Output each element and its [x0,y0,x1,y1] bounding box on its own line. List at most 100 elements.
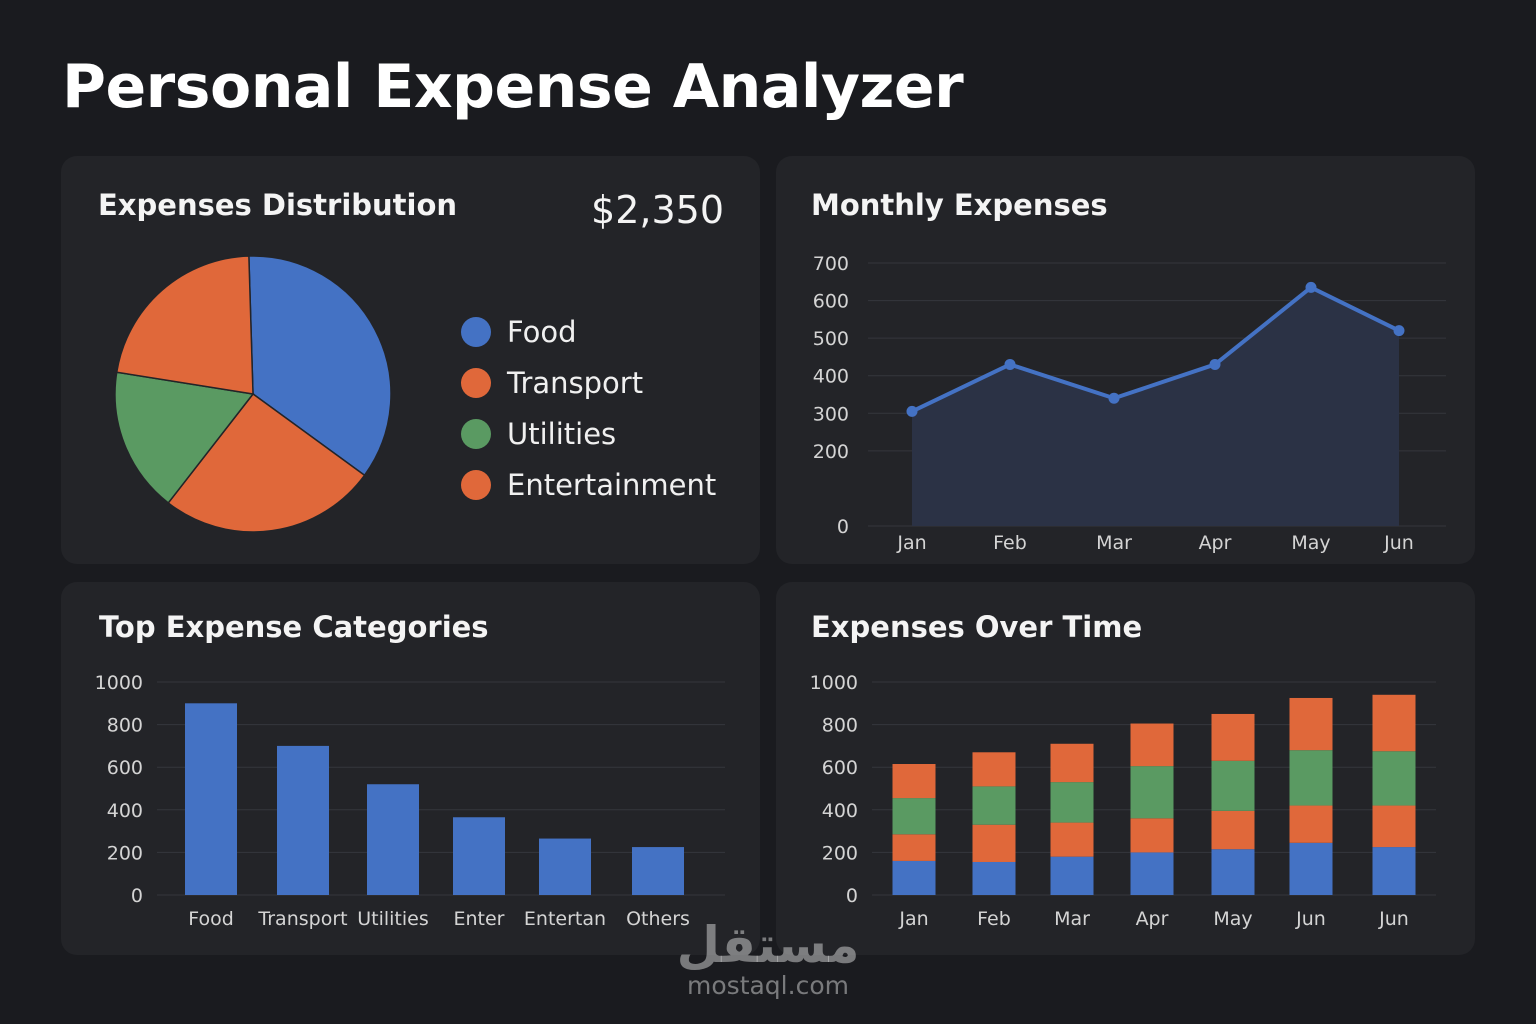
stack-segment [1372,805,1416,848]
y-tick-label: 1000 [810,672,858,694]
x-tick-label: Food [188,908,234,930]
x-tick-label: Enter [454,908,505,930]
pie-chart [114,255,392,533]
page-title: Personal Expense Analyzer [62,52,964,122]
legend-label: Food [507,314,577,349]
x-tick-label: Feb [977,908,1011,930]
x-tick-label: Jan [898,908,928,930]
pie-slice-entertainment [167,392,366,533]
watermark: مستقل mostaql.com [676,918,860,1000]
stack-segment [972,824,1016,862]
stack-segment [1050,856,1094,895]
area-fill [912,287,1399,526]
data-point [1004,358,1016,370]
legend-item-food: Food [461,306,716,357]
y-tick-label: 200 [107,842,143,864]
x-tick-label: Jun [1378,908,1409,930]
legend-label: Entertainment [507,467,717,502]
stack-segment [1211,760,1255,811]
x-tick-label: Mar [1096,532,1132,554]
over-time-card: Expenses Over Time 0 200 400 600 800 1000 Jan F… [776,582,1475,955]
data-point [1305,281,1317,293]
bar-enter [453,817,505,895]
total-amount: $2,350 [591,188,724,232]
y-tick-label: 500 [813,328,849,350]
y-tick-label: 600 [822,757,858,779]
stack-segment [1289,805,1333,843]
stack-segment [1050,743,1094,783]
legend-item-entertainment: Entertainment [461,459,716,510]
y-tick-label: 600 [813,291,849,313]
top-categories-card: Top Expense Categories 0 200 400 600 800 1000… [61,582,760,955]
watermark-url: mostaql.com [687,971,849,1000]
legend-item-utilities: Utilities [461,408,716,459]
stack-segment [1372,751,1416,806]
monthly-title: Monthly Expenses [811,188,1108,222]
stack-segment [1211,713,1255,761]
data-point [1209,358,1221,370]
legend-dot [461,316,491,347]
x-tick-label: Entertan [524,908,606,930]
legend-dot [461,418,491,449]
stack-segment [1372,694,1416,752]
x-tick-label: Mar [1054,908,1090,930]
x-tick-label: Apr [1199,532,1232,554]
y-tick-label: 800 [822,715,858,737]
stack-segment [892,764,936,799]
watermark-arabic: مستقل [676,916,860,974]
legend-label: Transport [507,365,644,400]
bar-others [632,847,684,895]
stack-segment [892,860,936,895]
monthly-card: Monthly Expenses 0 200 300 400 500 600 700 Jan F… [776,156,1475,564]
y-tick-label: 300 [813,403,849,425]
y-tick-label: 700 [813,253,849,275]
bar-transport [277,745,329,895]
x-tick-label: May [1213,908,1252,930]
over-time-title: Expenses Over Time [811,610,1143,644]
stack-segment [892,834,936,861]
legend-dot [461,367,491,398]
data-point [1393,325,1405,337]
stack-segment [972,752,1016,787]
stack-segment [1211,849,1255,895]
x-tick-label: Transport [257,908,347,930]
over-time-stacked-chart: 0 200 400 600 800 1000 Jan Feb Mar Apr May Jun Jun [810,672,1436,930]
top-categories-title: Top Expense Categories [99,610,489,644]
y-tick-label: 0 [131,885,143,907]
x-tick-label: May [1291,532,1330,554]
y-tick-label: 400 [107,800,143,822]
monthly-line-chart: 0 200 300 400 500 600 700 Jan Feb Mar Apr May Jun [813,253,1446,554]
y-tick-label: 400 [822,800,858,822]
stack-segment [1130,766,1174,819]
y-tick-label: 0 [837,516,849,538]
y-tick-label: 400 [813,366,849,388]
stack-segment [1289,750,1333,806]
y-tick-label: 200 [822,842,858,864]
data-point [906,405,918,417]
bar-food [185,703,237,895]
x-tick-label: Jun [1295,908,1326,930]
x-tick-label: Apr [1136,908,1169,930]
stack-segment [1130,723,1174,767]
stack-segment [1050,782,1094,823]
bar-entertan [539,838,591,895]
stack-segment [1130,818,1174,853]
stack-segment [1289,697,1333,751]
x-tick-label: Feb [993,532,1027,554]
stack-segment [972,786,1016,825]
x-tick-label: Jan [896,532,926,554]
stack-segment [1211,810,1255,850]
distribution-title: Expenses Distribution [98,188,458,222]
series-line [911,285,1400,414]
top-categories-bar-chart: 0 200 400 600 800 1000 Food Transport Utilities E… [95,672,725,930]
stack-segment [1289,842,1333,895]
legend-item-transport: Transport [461,357,716,408]
y-tick-label: 200 [813,441,849,463]
stack-segment [1050,822,1094,857]
pie-slice-utilities [114,371,255,504]
x-tick-label: Others [626,908,690,930]
y-tick-label: 800 [107,715,143,737]
distribution-card: Expenses Distribution $2,350 Food Transp… [61,156,760,564]
x-tick-label: Utilities [357,908,429,930]
pie-slice-transport [115,255,254,395]
